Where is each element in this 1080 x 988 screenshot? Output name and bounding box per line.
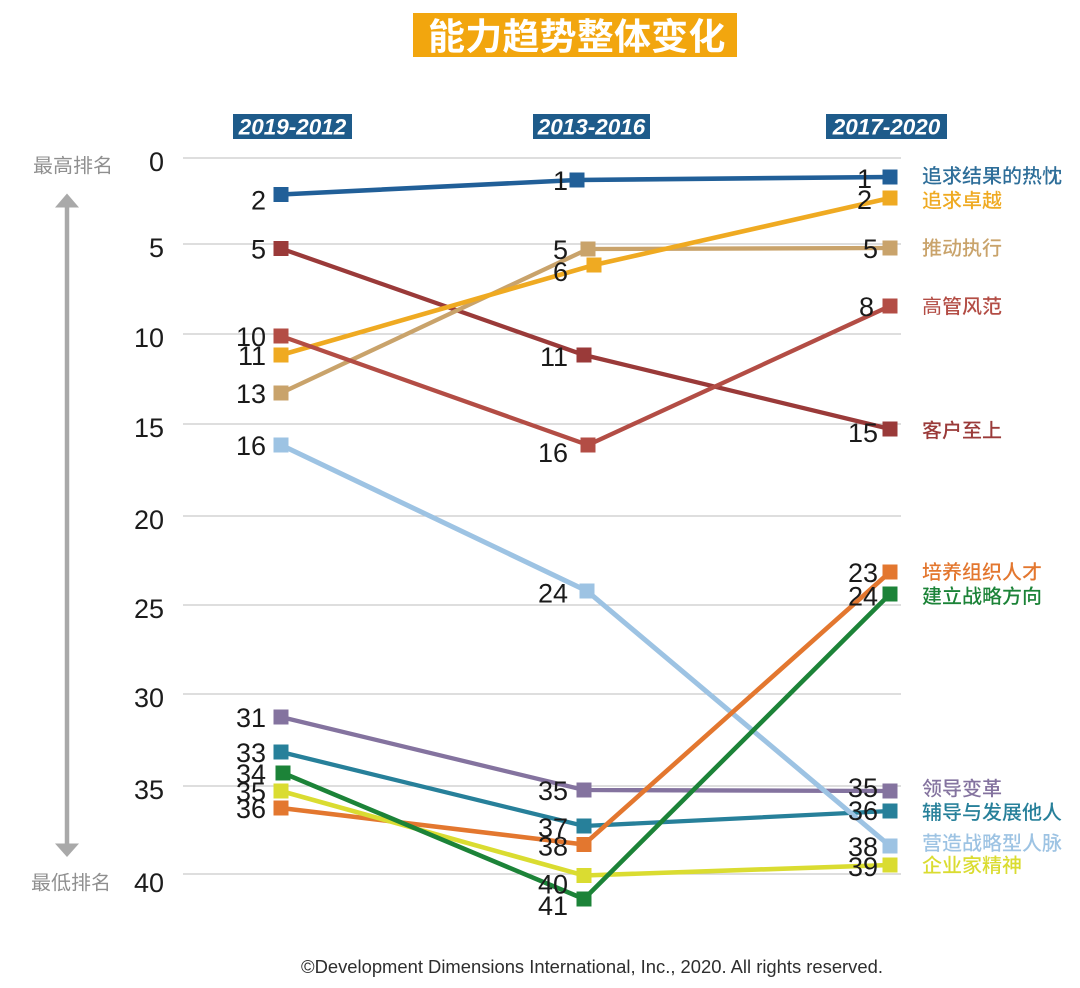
svg-text:0: 0 — [149, 147, 164, 177]
svg-text:2017-2020: 2017-2020 — [832, 114, 941, 139]
svg-text:11: 11 — [540, 342, 568, 372]
svg-text:33: 33 — [236, 738, 266, 768]
svg-text:24: 24 — [848, 581, 878, 611]
svg-text:16: 16 — [538, 438, 568, 468]
svg-text:24: 24 — [538, 578, 568, 608]
svg-text:25: 25 — [134, 594, 164, 624]
svg-text:1: 1 — [857, 164, 872, 194]
svg-text:2013-2016: 2013-2016 — [537, 114, 646, 139]
svg-text:31: 31 — [236, 703, 266, 733]
svg-text:35: 35 — [236, 777, 266, 807]
svg-text:6: 6 — [553, 257, 568, 287]
svg-text:1: 1 — [553, 166, 568, 196]
svg-text:38: 38 — [538, 831, 568, 861]
svg-text:20: 20 — [134, 505, 164, 535]
svg-text:11: 11 — [238, 341, 266, 371]
svg-text:2: 2 — [251, 185, 266, 215]
svg-text:15: 15 — [134, 413, 164, 443]
svg-text:40: 40 — [538, 869, 568, 899]
svg-text:34: 34 — [236, 759, 266, 789]
svg-text:40: 40 — [134, 868, 164, 898]
svg-text:5: 5 — [863, 234, 878, 264]
svg-text:8: 8 — [859, 292, 874, 322]
svg-text:23: 23 — [848, 558, 878, 588]
svg-text:37: 37 — [538, 813, 568, 843]
svg-text:39: 39 — [848, 852, 878, 882]
svg-text:35: 35 — [538, 776, 568, 806]
svg-text:38: 38 — [848, 832, 878, 862]
svg-text:35: 35 — [848, 773, 878, 803]
svg-text:2019-2012: 2019-2012 — [238, 114, 347, 139]
svg-text:36: 36 — [848, 796, 878, 826]
svg-text:13: 13 — [236, 379, 266, 409]
svg-text:36: 36 — [236, 794, 266, 824]
svg-text:10: 10 — [134, 323, 164, 353]
svg-text:5: 5 — [149, 233, 164, 263]
svg-text:41: 41 — [538, 891, 568, 921]
svg-text:30: 30 — [134, 683, 164, 713]
svg-text:16: 16 — [236, 431, 266, 461]
svg-text:35: 35 — [134, 775, 164, 805]
svg-text:5: 5 — [251, 234, 266, 264]
svg-text:15: 15 — [848, 418, 878, 448]
svg-text:©Development Dimensions Intern: ©Development Dimensions International, I… — [301, 956, 883, 977]
svg-text:2: 2 — [857, 185, 872, 215]
svg-text:10: 10 — [236, 322, 266, 352]
svg-text:5: 5 — [553, 235, 568, 265]
